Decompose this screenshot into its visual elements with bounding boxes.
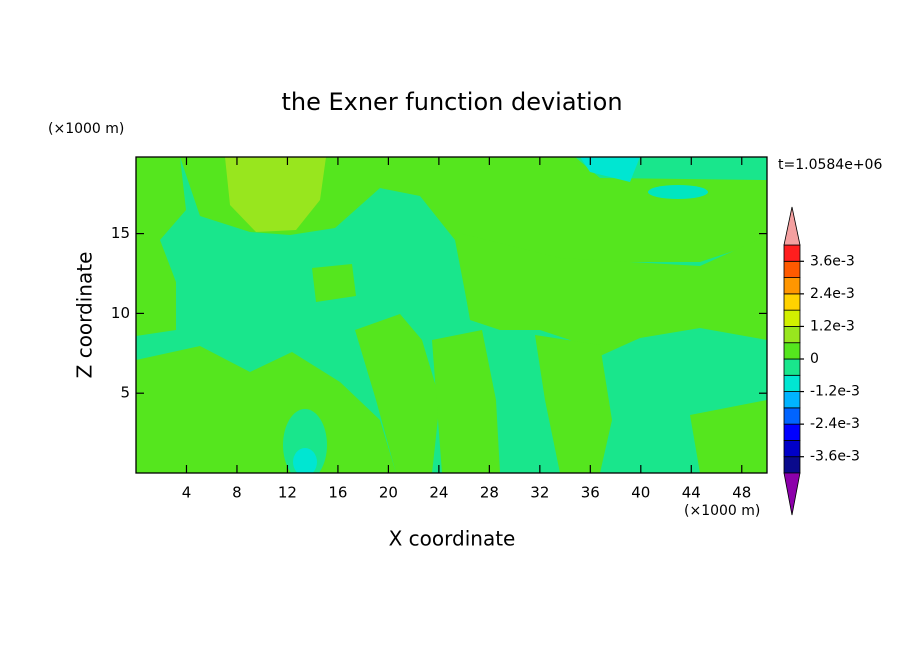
x-tick-label: 32 <box>530 484 549 502</box>
y-tick-label: 5 <box>120 384 130 402</box>
chart-title: the Exner function deviation <box>281 88 622 116</box>
x-tick-label: 8 <box>232 484 242 502</box>
x-tick-label: 28 <box>480 484 499 502</box>
colorbar-box <box>783 326 801 344</box>
field-region-low <box>648 185 708 199</box>
contour-field <box>136 157 767 473</box>
x-tick-label: 40 <box>631 484 650 502</box>
colorbar-box <box>783 309 801 327</box>
colorbar-tick-label: -1.2e-3 <box>810 384 860 400</box>
colorbar-box <box>783 423 801 441</box>
x-tick-label: 48 <box>732 484 751 502</box>
colorbar-over <box>783 206 801 246</box>
plot-frame <box>135 156 768 474</box>
y-tick-label: 10 <box>111 304 130 322</box>
colorbar-tick-label: -3.6e-3 <box>810 449 860 465</box>
colorbar-tick-label: 0 <box>810 351 819 367</box>
colorbar-tick-label: 3.6e-3 <box>810 253 855 269</box>
colorbar-tick-label: 1.2e-3 <box>810 318 855 334</box>
x-unit: (×1000 m) <box>684 503 760 519</box>
x-tick-label: 20 <box>379 484 398 502</box>
colorbar-box <box>783 244 801 262</box>
time-label: t=1.0584e+06 <box>778 157 882 173</box>
y-axis-label: Z coordinate <box>73 252 97 379</box>
x-tick-label: 16 <box>328 484 347 502</box>
y-tick-label: 15 <box>111 224 130 242</box>
x-tick-label: 44 <box>682 484 701 502</box>
colorbar-box <box>783 456 801 474</box>
field-regions <box>136 157 767 473</box>
colorbar-box <box>783 391 801 409</box>
colorbar-under <box>783 472 801 516</box>
x-tick-label: 36 <box>581 484 600 502</box>
field-region-low <box>580 157 640 182</box>
y-unit: (×1000 m) <box>48 121 124 137</box>
x-tick-label: 4 <box>182 484 192 502</box>
colorbar-box <box>783 342 801 360</box>
x-tick-label: 24 <box>429 484 448 502</box>
field-region-low <box>293 448 317 473</box>
field-region-high <box>225 157 326 232</box>
colorbar-tick-label: 2.4e-3 <box>810 286 855 302</box>
colorbar-box <box>783 440 801 458</box>
x-axis-label: X coordinate <box>389 527 516 551</box>
colorbar-box <box>783 260 801 278</box>
colorbar-box <box>783 374 801 392</box>
colorbar-box <box>783 277 801 295</box>
colorbar-box <box>783 358 801 376</box>
x-tick-label: 12 <box>278 484 297 502</box>
colorbar-tick-label: -2.4e-3 <box>810 416 860 432</box>
colorbar-box <box>783 407 801 425</box>
colorbar-box <box>783 293 801 311</box>
